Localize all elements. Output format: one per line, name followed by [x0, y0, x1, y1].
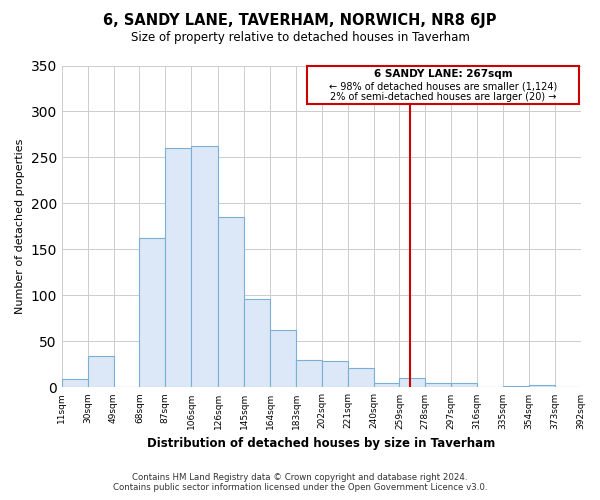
- Bar: [322, 361, 347, 388]
- Text: 6, SANDY LANE, TAVERHAM, NORWICH, NR8 6JP: 6, SANDY LANE, TAVERHAM, NORWICH, NR8 6J…: [103, 12, 497, 28]
- Bar: [529, 384, 554, 388]
- Text: 2% of semi-detached houses are larger (20) →: 2% of semi-detached houses are larger (2…: [330, 92, 556, 102]
- Bar: [244, 299, 270, 388]
- Bar: [88, 356, 113, 388]
- Text: Contains HM Land Registry data © Crown copyright and database right 2024.
Contai: Contains HM Land Registry data © Crown c…: [113, 473, 487, 492]
- Bar: [554, 386, 580, 388]
- Bar: [503, 386, 529, 388]
- Bar: [165, 148, 191, 388]
- Bar: [374, 383, 400, 388]
- Bar: [451, 383, 477, 388]
- Text: Size of property relative to detached houses in Taverham: Size of property relative to detached ho…: [131, 31, 469, 44]
- Bar: [425, 383, 451, 388]
- Text: 6 SANDY LANE: 267sqm: 6 SANDY LANE: 267sqm: [374, 69, 512, 79]
- Bar: [400, 378, 425, 388]
- Bar: [191, 146, 218, 388]
- Bar: [296, 360, 322, 388]
- Y-axis label: Number of detached properties: Number of detached properties: [15, 139, 25, 314]
- Text: ← 98% of detached houses are smaller (1,124): ← 98% of detached houses are smaller (1,…: [329, 81, 557, 91]
- X-axis label: Distribution of detached houses by size in Taverham: Distribution of detached houses by size …: [147, 437, 495, 450]
- Bar: [347, 368, 374, 388]
- Bar: [62, 379, 88, 388]
- FancyBboxPatch shape: [307, 66, 579, 104]
- Bar: [218, 218, 244, 388]
- Bar: [270, 330, 296, 388]
- Bar: [139, 238, 165, 388]
